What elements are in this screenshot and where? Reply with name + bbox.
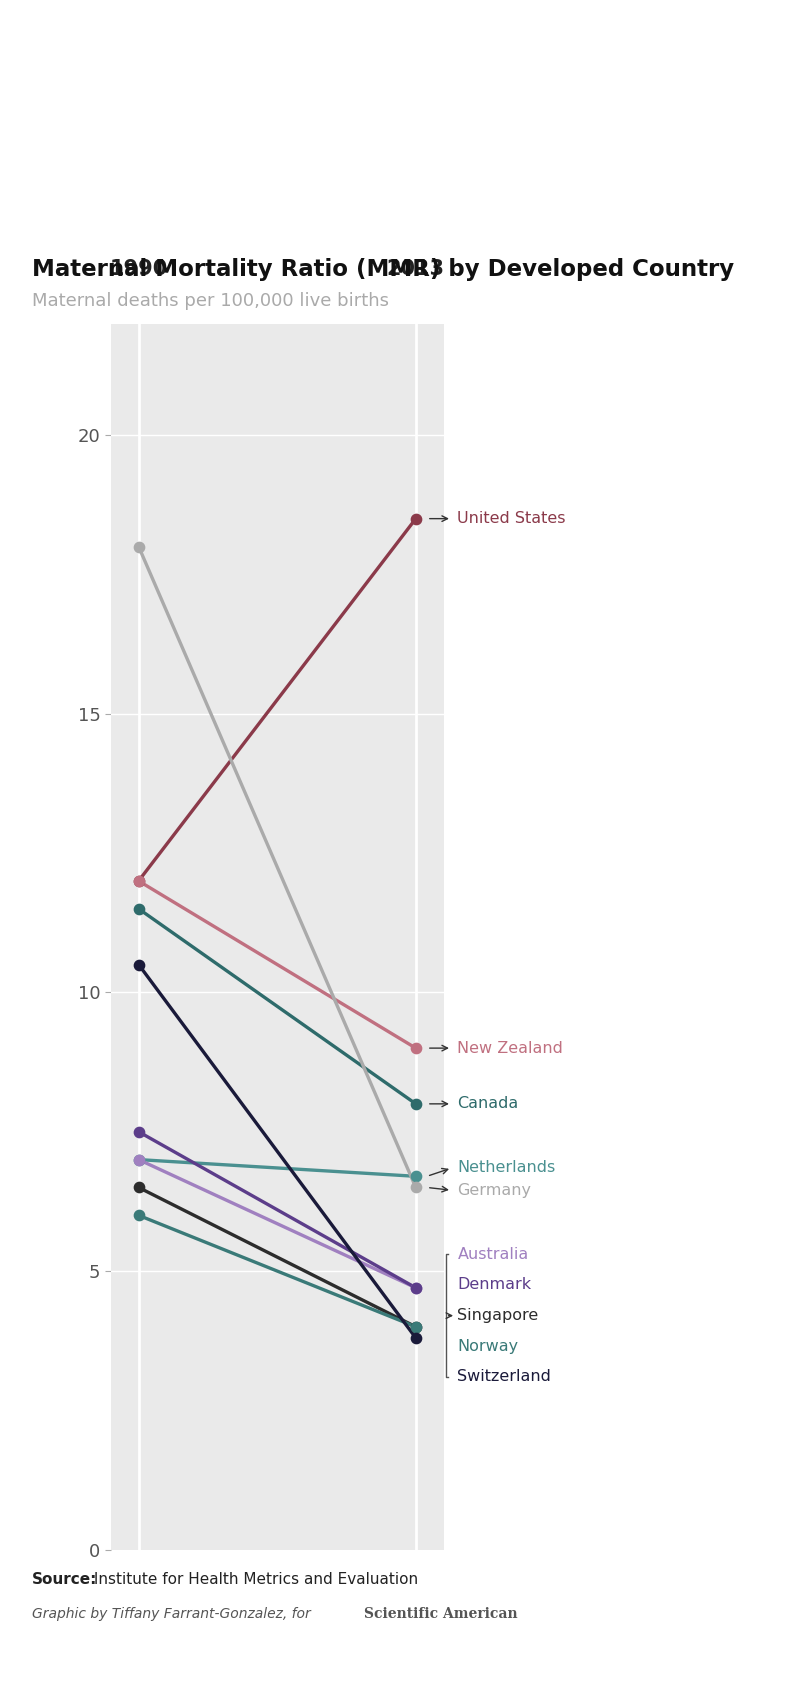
Text: Singapore: Singapore [458, 1308, 539, 1323]
Text: Australia: Australia [458, 1247, 528, 1262]
Point [409, 1163, 422, 1190]
Text: Source:: Source: [32, 1572, 97, 1587]
Text: Maternal deaths per 100,000 live births: Maternal deaths per 100,000 live births [32, 291, 389, 310]
Text: Maternal Mortality Ratio (MMR) by Developed Country: Maternal Mortality Ratio (MMR) by Develo… [32, 257, 734, 281]
Text: Netherlands: Netherlands [458, 1160, 556, 1175]
Point [409, 1274, 422, 1301]
Point [409, 1313, 422, 1340]
Point [409, 1325, 422, 1352]
Text: Denmark: Denmark [458, 1277, 531, 1293]
Point [409, 1034, 422, 1061]
Point [409, 1090, 422, 1117]
Point [409, 1313, 422, 1340]
Point [409, 1274, 422, 1301]
Point [132, 1202, 145, 1230]
Point [132, 867, 145, 894]
Point [132, 1146, 145, 1173]
Text: Scientific American: Scientific American [364, 1608, 518, 1621]
Point [132, 867, 145, 894]
Point [132, 533, 145, 560]
Text: Norway: Norway [458, 1339, 519, 1354]
Text: Germany: Germany [458, 1184, 531, 1197]
Text: United States: United States [458, 511, 565, 526]
Point [409, 1173, 422, 1201]
Point [132, 896, 145, 923]
Text: Canada: Canada [458, 1097, 519, 1112]
Text: New Zealand: New Zealand [458, 1041, 563, 1056]
Point [409, 506, 422, 533]
Text: Institute for Health Metrics and Evaluation: Institute for Health Metrics and Evaluat… [89, 1572, 418, 1587]
Text: 2013: 2013 [386, 259, 445, 279]
Point [132, 1119, 145, 1146]
Text: Graphic by Tiffany Farrant-Gonzalez, for: Graphic by Tiffany Farrant-Gonzalez, for [32, 1608, 314, 1621]
Point [132, 1173, 145, 1201]
Point [132, 1146, 145, 1173]
Point [132, 950, 145, 978]
Text: 1990: 1990 [109, 259, 168, 279]
Text: Switzerland: Switzerland [458, 1369, 551, 1385]
